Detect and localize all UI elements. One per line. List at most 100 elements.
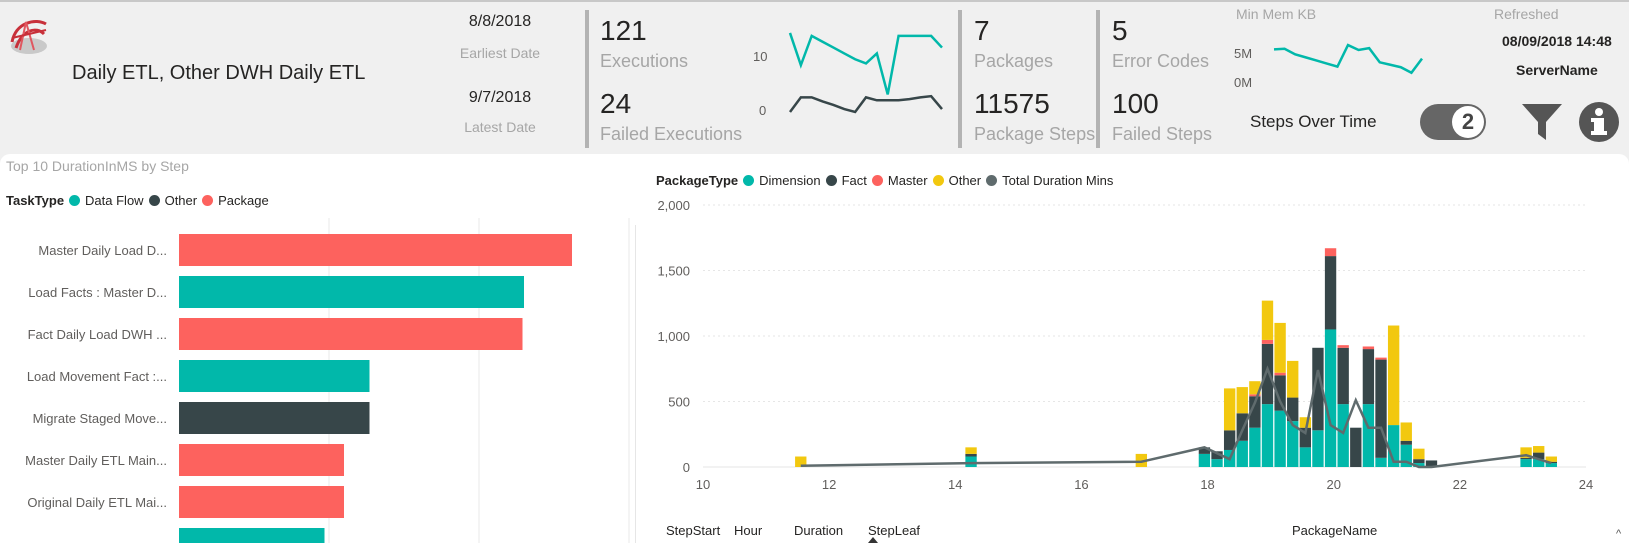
combo-y-tick-label: 500 — [668, 395, 690, 410]
min-mem-sparkline-line — [1273, 43, 1424, 75]
combo-bar-segment — [965, 453, 977, 457]
package-type-combo-chart[interactable]: 0 500 1,000 1,500 2,000 10 12 14 16 18 20 22 24 — [640, 195, 1629, 495]
bar-chart-category-label: Migrate Staged Move... — [33, 411, 167, 426]
bar-chart-category-label: Load Facts : Master D... — [28, 285, 167, 300]
combo-bar-segment — [1362, 346, 1375, 350]
combo-x-tick-label: 22 — [1453, 477, 1467, 492]
combo-bar-segment — [1274, 375, 1286, 411]
combo-x-tick-label: 14 — [948, 477, 962, 492]
combo-x-tick-label: 24 — [1579, 477, 1593, 492]
combo-bar-segment — [1287, 397, 1299, 422]
bar-chart-bar — [179, 276, 524, 308]
combo-bar-segment — [1261, 343, 1274, 405]
bar-chart-bar — [179, 528, 325, 543]
legend-item[interactable]: Other — [164, 193, 198, 208]
legend-swatch — [69, 195, 81, 206]
bar-chart-bar — [179, 318, 523, 350]
col-header-duration[interactable]: Duration — [794, 523, 844, 538]
combo-bar-segment — [795, 456, 807, 467]
combo-bar-segment — [1261, 300, 1274, 340]
combo-x-tick-label: 12 — [822, 477, 836, 492]
spark-y-tick: 0 — [759, 103, 766, 118]
combo-bar-segment — [1249, 427, 1261, 467]
min-mem-label: Min Mem KB — [1236, 6, 1317, 22]
legend-item[interactable]: Data Flow — [85, 193, 144, 208]
executions-label: Executions — [600, 51, 689, 71]
scroll-up-icon[interactable]: ^ — [1616, 528, 1622, 540]
combo-bar-segment — [1312, 347, 1324, 431]
combo-bar-segment — [1299, 447, 1312, 467]
combo-bar-segment — [1375, 357, 1387, 360]
refreshed-value: 08/09/2018 14:48 — [1502, 33, 1612, 49]
bar-chart-title: Top 10 DurationInMS by Step — [6, 158, 189, 174]
combo-bar-segment — [1287, 421, 1299, 467]
legend-item[interactable]: Total Duration Mins — [1002, 173, 1114, 188]
combo-bar-segment — [1520, 447, 1532, 458]
refreshed-label: Refreshed — [1494, 6, 1559, 22]
combo-bar-segment — [1198, 447, 1211, 454]
app-logo — [6, 12, 52, 58]
combo-x-tick-label: 16 — [1074, 477, 1088, 492]
col-header-stepleaf[interactable]: StepLeaf — [868, 523, 921, 538]
combo-bar-segment — [1520, 457, 1532, 460]
bar-chart-bar — [179, 402, 370, 434]
legend-swatch — [743, 175, 755, 186]
combo-x-tick-label: 10 — [696, 477, 710, 492]
combo-bar-segment — [1312, 430, 1324, 467]
bar-chart-category-label: Fact Daily Load DWH ... — [28, 327, 167, 342]
combo-bar-segment — [1375, 359, 1387, 458]
bar-chart-bar — [179, 360, 370, 392]
combo-bar-segment — [1135, 453, 1148, 467]
combo-bar-segment — [1375, 457, 1387, 467]
combo-bar-segment — [965, 456, 977, 467]
combo-bar-segment — [1533, 446, 1545, 453]
bar-chart-legend: TaskType Data Flow Other Package — [6, 193, 269, 208]
combo-bar-segment — [1350, 427, 1362, 467]
separator — [958, 10, 962, 148]
steps-over-time-toggle[interactable]: 2 — [1420, 104, 1486, 140]
legend-swatch — [148, 195, 160, 206]
combo-bar-segment — [1211, 451, 1223, 460]
bar-chart-bar — [179, 234, 572, 266]
legend-item[interactable]: Other — [948, 173, 982, 188]
filter-icon[interactable] — [1520, 102, 1564, 147]
top-10-duration-bar-chart[interactable]: Master Daily Load D... Load Facts : Maste… — [0, 218, 630, 543]
legend-item[interactable]: Dimension — [759, 173, 821, 188]
combo-y-tick-label: 0 — [683, 460, 690, 475]
latest-date-label: Latest Date — [464, 119, 536, 135]
legend-swatch — [825, 175, 837, 186]
combo-bar-segment — [1324, 256, 1337, 330]
combo-bar-segment — [1287, 360, 1299, 398]
col-header-packagename[interactable]: PackageName — [1292, 523, 1378, 538]
sort-ascending-icon[interactable] — [868, 537, 878, 543]
legend-swatch — [871, 175, 883, 186]
col-header-stepstart[interactable]: StepStart — [666, 523, 721, 538]
bar-chart-bar — [179, 486, 344, 518]
combo-bar-segment — [1249, 381, 1261, 395]
legend-title: TaskType — [6, 193, 65, 208]
combo-bar-segment — [1223, 430, 1236, 450]
combo-x-tick-label: 20 — [1326, 477, 1340, 492]
combo-bar-segment — [1533, 459, 1545, 467]
combo-chart-legend: PackageType Dimension Fact Master Other … — [656, 173, 1113, 188]
combo-bar-segment — [1211, 459, 1223, 467]
combo-bar-segment — [1362, 349, 1375, 405]
legend-swatch — [932, 175, 944, 186]
mem-y-tick: 0M — [1234, 75, 1252, 90]
combo-bar-segment — [1249, 394, 1261, 397]
combo-bar-segment — [1236, 413, 1248, 441]
separator — [1096, 10, 1100, 148]
steps-over-time-label: Steps Over Time — [1250, 112, 1377, 131]
min-mem-sparkline[interactable]: 5M 0M — [1232, 30, 1482, 100]
executions-sparkline[interactable]: 10 0 — [745, 20, 950, 130]
combo-bar-segment — [1400, 440, 1412, 445]
legend-title: PackageType — [656, 173, 739, 188]
legend-item[interactable]: Package — [218, 193, 269, 208]
legend-item[interactable]: Fact — [841, 173, 867, 188]
legend-item[interactable]: Master — [887, 173, 928, 188]
combo-bar-segment — [1223, 388, 1236, 431]
report-title: Daily ETL, Other DWH Daily ETL — [72, 62, 366, 84]
col-header-hour[interactable]: Hour — [734, 523, 763, 538]
combo-y-tick-label: 1,000 — [657, 329, 690, 344]
info-icon[interactable] — [1578, 101, 1620, 148]
